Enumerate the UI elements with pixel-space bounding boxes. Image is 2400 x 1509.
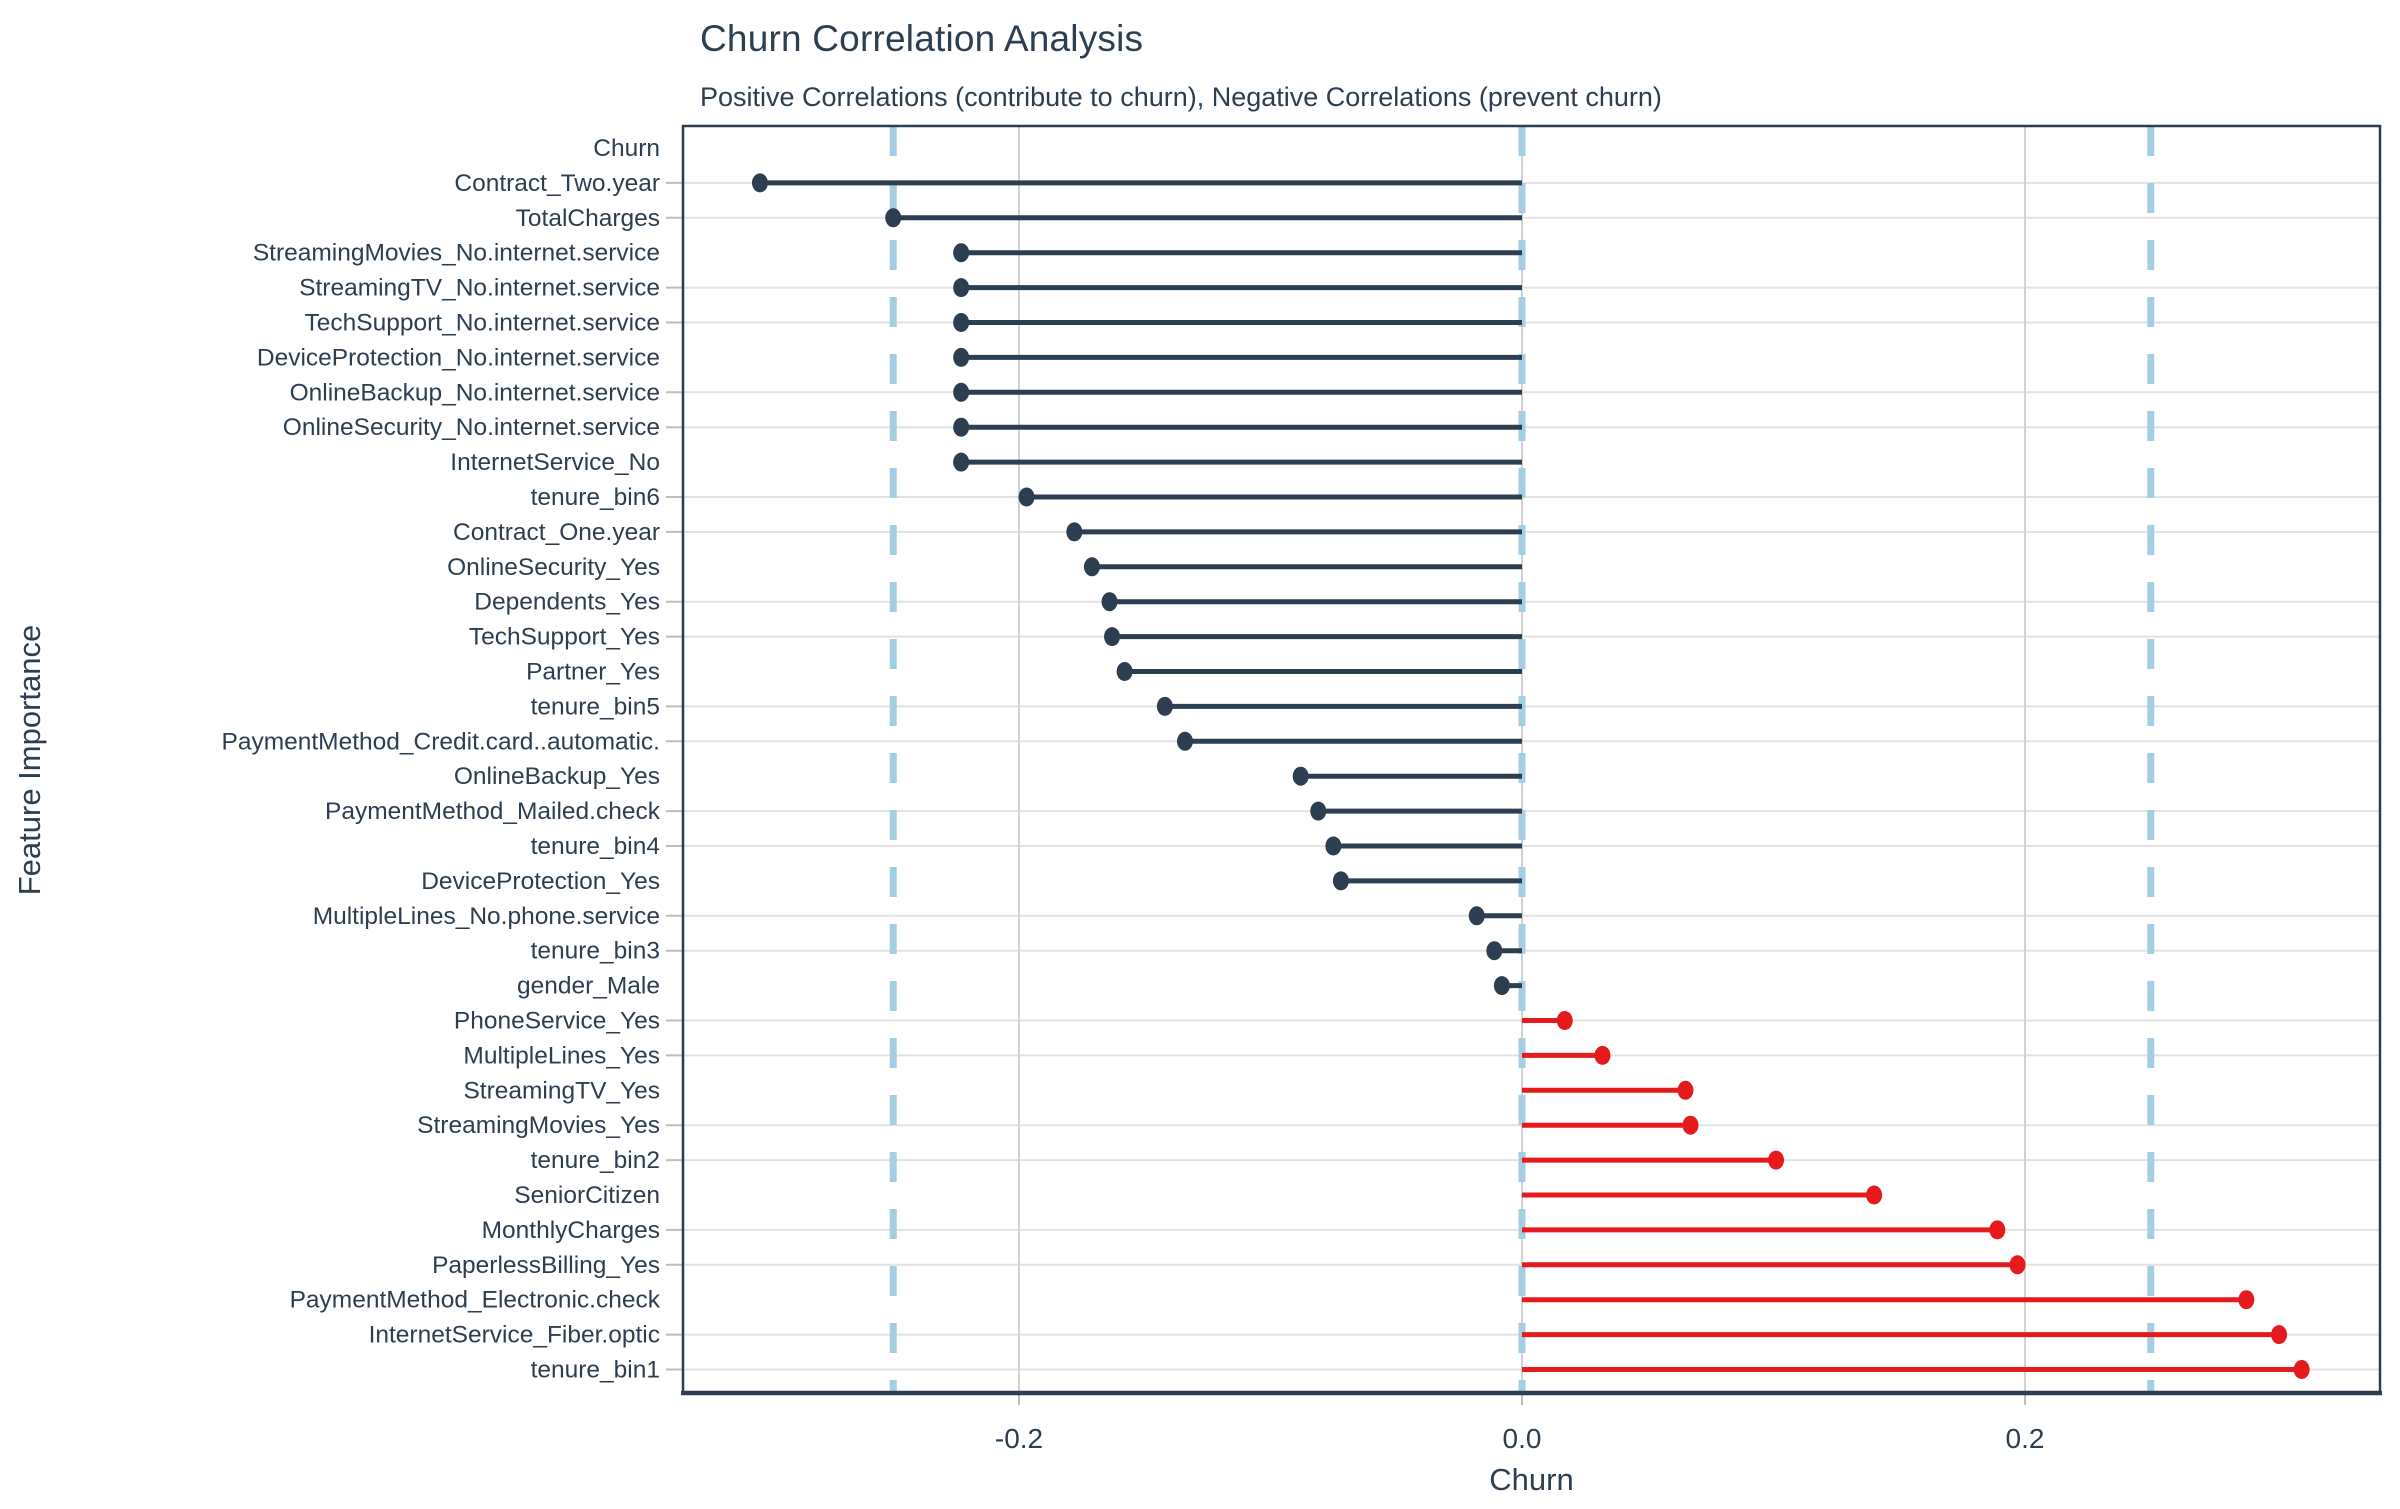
y-axis-tick-label: TechSupport_No.internet.service bbox=[305, 310, 660, 337]
x-axis-tick-label: -0.2 bbox=[995, 1423, 1043, 1454]
data-point bbox=[1101, 592, 1118, 612]
data-point bbox=[1677, 1080, 1694, 1100]
data-point bbox=[2238, 1290, 2255, 1310]
y-axis-tick-label: OnlineSecurity_Yes bbox=[447, 554, 660, 581]
data-point bbox=[1866, 1185, 1883, 1205]
y-axis-tick-label: StreamingMovies_Yes bbox=[417, 1112, 660, 1139]
y-axis-tick-label: StreamingTV_Yes bbox=[463, 1077, 660, 1104]
data-point bbox=[885, 208, 902, 228]
y-axis-tick-label: MultipleLines_Yes bbox=[463, 1042, 660, 1069]
data-point bbox=[1116, 662, 1133, 681]
data-point bbox=[953, 417, 970, 437]
y-axis-tick-label: InternetService_Fiber.optic bbox=[369, 1322, 660, 1349]
y-axis-tick-label: DeviceProtection_No.internet.service bbox=[257, 344, 660, 371]
y-axis-tick-label: tenure_bin2 bbox=[531, 1147, 660, 1174]
y-axis-tick-label: PhoneService_Yes bbox=[454, 1008, 660, 1035]
y-axis-tick-label: Contract_One.year bbox=[453, 519, 660, 546]
data-point bbox=[1468, 906, 1485, 926]
data-point bbox=[1594, 1045, 1611, 1065]
y-axis-tick-label: OnlineBackup_Yes bbox=[454, 763, 660, 790]
data-point bbox=[953, 347, 970, 367]
data-point bbox=[953, 452, 970, 472]
data-point bbox=[1332, 871, 1349, 891]
y-axis-tick-label: gender_Male bbox=[517, 973, 660, 1000]
y-axis-tick-label: tenure_bin6 bbox=[531, 484, 660, 511]
data-point bbox=[953, 313, 970, 332]
data-point bbox=[953, 278, 970, 298]
data-point bbox=[1989, 1220, 2006, 1240]
x-axis-tick-label: 0.2 bbox=[2006, 1423, 2045, 1454]
y-axis-tick-label: Contract_Two.year bbox=[454, 170, 660, 197]
data-point bbox=[1176, 731, 1193, 751]
y-axis-tick-label: Partner_Yes bbox=[526, 659, 660, 686]
y-axis-tick-label: tenure_bin4 bbox=[531, 833, 660, 860]
data-point bbox=[1556, 1011, 1573, 1030]
y-axis-tick-label: MultipleLines_No.phone.service bbox=[313, 903, 660, 930]
y-axis-tick-label: MonthlyCharges bbox=[482, 1217, 660, 1244]
y-axis-tick-label: tenure_bin5 bbox=[531, 693, 660, 720]
x-axis-tick-label: 0.0 bbox=[1503, 1423, 1542, 1454]
data-point bbox=[1682, 1115, 1699, 1135]
y-axis-tick-label: StreamingMovies_No.internet.service bbox=[253, 240, 660, 267]
y-axis-tick-label: PaperlessBilling_Yes bbox=[432, 1252, 660, 1279]
data-point bbox=[953, 382, 970, 402]
data-point bbox=[2293, 1360, 2310, 1379]
y-axis-tick-label: tenure_bin3 bbox=[531, 938, 660, 965]
y-axis-tick-label: PaymentMethod_Credit.card..automatic. bbox=[222, 728, 661, 755]
data-point bbox=[1083, 557, 1100, 577]
y-axis-title: Feature Importance bbox=[12, 624, 47, 896]
data-point bbox=[1310, 801, 1327, 821]
data-point bbox=[1018, 487, 1035, 507]
data-point bbox=[1325, 836, 1342, 856]
data-point bbox=[751, 173, 768, 193]
y-axis-tick-label: PaymentMethod_Mailed.check bbox=[325, 798, 661, 825]
data-point bbox=[1493, 976, 1510, 996]
data-point bbox=[1104, 627, 1121, 647]
x-axis-title: Churn bbox=[1489, 1462, 1574, 1497]
y-axis-tick-label: OnlineBackup_No.internet.service bbox=[290, 379, 660, 406]
y-axis-tick-label: Churn bbox=[593, 135, 660, 162]
chart-subtitle: Positive Correlations (contribute to chu… bbox=[700, 82, 1662, 112]
y-axis-tick-label: OnlineSecurity_No.internet.service bbox=[283, 414, 660, 441]
data-point bbox=[1768, 1150, 1785, 1170]
y-axis-tick-label: Dependents_Yes bbox=[474, 589, 660, 616]
data-point bbox=[1292, 766, 1309, 786]
data-point bbox=[2271, 1325, 2288, 1345]
data-point bbox=[1486, 941, 1503, 961]
y-axis-tick-label: DeviceProtection_Yes bbox=[421, 868, 660, 895]
y-axis-tick-label: PaymentMethod_Electronic.check bbox=[290, 1287, 661, 1314]
data-point bbox=[1066, 522, 1083, 542]
y-axis-tick-label: SeniorCitizen bbox=[514, 1182, 660, 1209]
data-point bbox=[953, 243, 970, 263]
data-point bbox=[2009, 1255, 2026, 1275]
y-axis-tick-label: TechSupport_Yes bbox=[469, 624, 660, 651]
panel-border bbox=[681, 124, 2382, 1395]
data-point bbox=[1156, 696, 1173, 716]
y-axis-tick-label: StreamingTV_No.internet.service bbox=[299, 275, 660, 302]
chart-title: Churn Correlation Analysis bbox=[700, 18, 1144, 59]
y-axis-tick-label: InternetService_No bbox=[450, 449, 660, 476]
y-axis-tick-label: TotalCharges bbox=[516, 205, 660, 232]
y-axis-tick-label: tenure_bin1 bbox=[531, 1357, 660, 1384]
